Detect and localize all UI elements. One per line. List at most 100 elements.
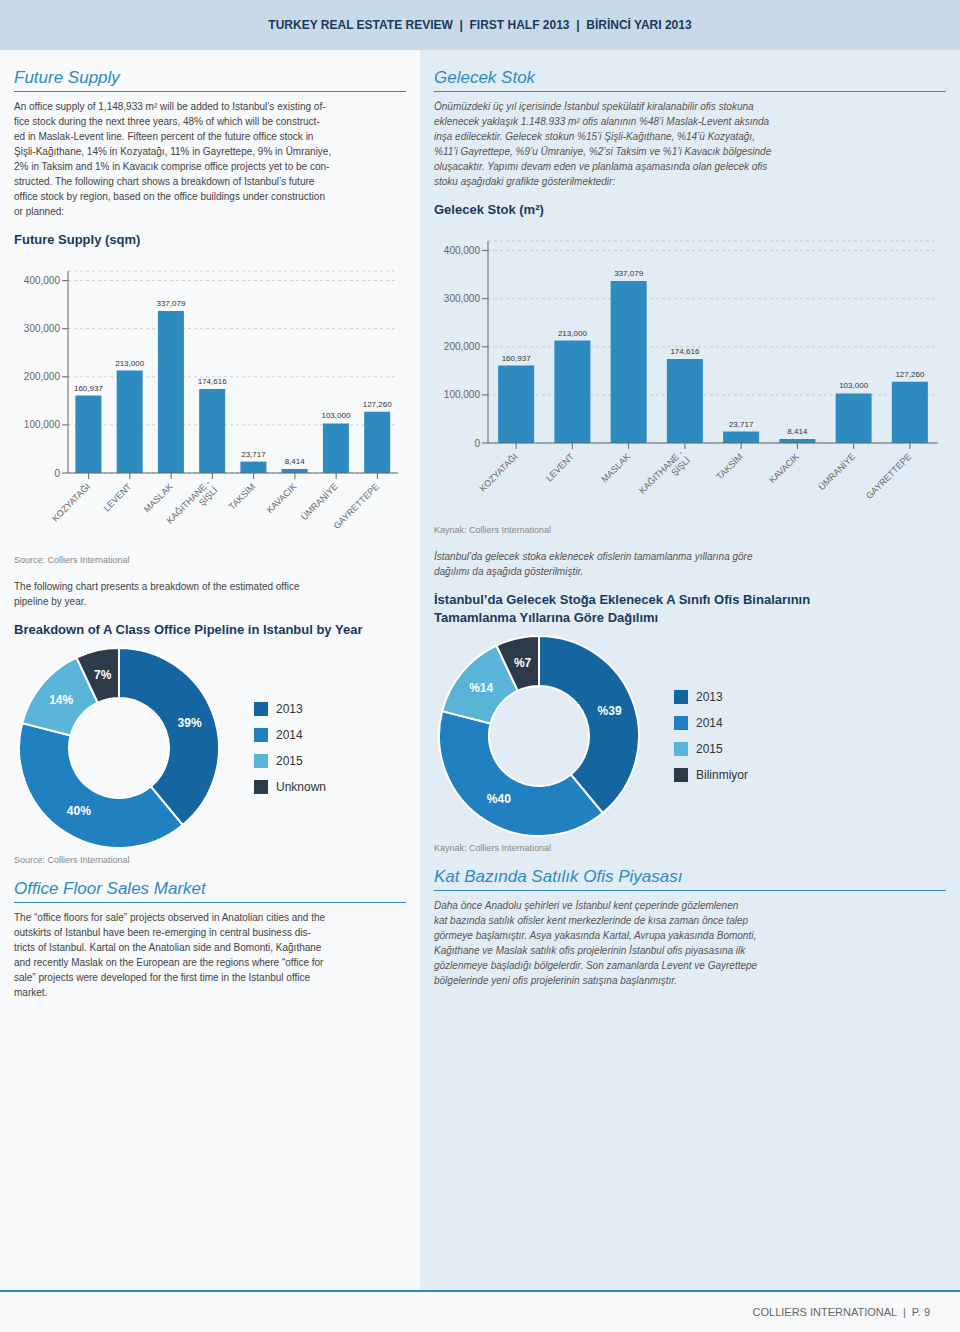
html-text:kat bazında satılık ofisler ke: kat bazında satılık ofisler kent merkezl…: [434, 915, 749, 926]
svg-text:KAVACIK: KAVACIK: [265, 481, 299, 515]
html-text:2013: 2013: [276, 702, 303, 716]
html-text:Future Supply (sqm): Future Supply (sqm): [14, 232, 141, 247]
svg-text:160,937: 160,937: [74, 384, 103, 393]
svg-text:40%: 40%: [67, 804, 91, 818]
svg-text:MASLAK: MASLAK: [142, 481, 175, 514]
html-text:pipeline by year.: pipeline by year.: [14, 596, 87, 607]
svg-text:%7: %7: [514, 656, 532, 670]
html-text:fice stock during the next thr: fice stock during the next three years, …: [14, 116, 320, 127]
html-text:ed in Maslak-Levent line. Fift: ed in Maslak-Levent line. Fifteen percen…: [14, 131, 314, 142]
svg-text:MASLAK: MASLAK: [599, 451, 632, 484]
svg-text:0: 0: [474, 438, 480, 449]
html-text:gözlenmeye başladığı bölgelerd: gözlenmeye başladığı bölgelerdir. Son za…: [434, 960, 758, 971]
html-text:Future Supply: Future Supply: [14, 68, 120, 87]
svg-text:200,000: 200,000: [24, 371, 61, 382]
svg-text:23,717: 23,717: [729, 420, 754, 429]
svg-text:LEVENT: LEVENT: [544, 451, 576, 483]
html-text:market.: market.: [14, 987, 48, 998]
svg-text:127,260: 127,260: [895, 370, 924, 379]
svg-text:400,000: 400,000: [444, 245, 481, 256]
html-text:structed. The following chart: structed. The following chart shows a br…: [14, 176, 315, 187]
html-text:The “office floors for sale” p: The “office floors for sale” projects ob…: [14, 912, 326, 923]
html-text:Gelecek Stok (m²): Gelecek Stok (m²): [434, 202, 544, 217]
html-text:dağılımı da aşağıda gösterilmi: dağılımı da aşağıda gösterilmiştir.: [434, 566, 584, 577]
html-text:2014: 2014: [696, 716, 723, 730]
svg-text:%40: %40: [487, 792, 511, 806]
html-text:Source: Colliers International: Source: Colliers International: [14, 555, 130, 565]
html-text:%11’i Gayrettepe, %9’u Ümraniy: %11’i Gayrettepe, %9’u Ümraniye, %2’si T…: [434, 146, 772, 157]
svg-text:ÜMRANİYE: ÜMRANİYE: [299, 481, 340, 522]
svg-text:174,616: 174,616: [670, 347, 699, 356]
html-text:COLLIERS INTERNATIONAL | P. 9: COLLIERS INTERNATIONAL | P. 9: [752, 1306, 930, 1318]
html-text:bölgelerinde yeni ofis projele: bölgelerinde yeni ofis projelerinin satı…: [434, 975, 678, 986]
svg-text:LEVENT: LEVENT: [102, 481, 134, 513]
svg-text:300,000: 300,000: [24, 323, 61, 334]
svg-text:337,079: 337,079: [156, 299, 185, 308]
svg-text:400,000: 400,000: [24, 275, 61, 286]
html-text:stoku aşağıdaki grafikte göste: stoku aşağıdaki grafikte gösterilmektedi…: [434, 176, 616, 187]
html-text:2013: 2013: [696, 690, 723, 704]
html-text:office stock by region, based: office stock by region, based on the off…: [14, 191, 325, 202]
svg-text:23,717: 23,717: [241, 450, 266, 459]
html-text:Source: Colliers International: Source: Colliers International: [14, 855, 130, 865]
html-text:Önümüzdeki üç yıl içerisinde İ: Önümüzdeki üç yıl içerisinde İstanbul sp…: [434, 101, 754, 112]
html-text:outskirts of Istanbul have bee: outskirts of Istanbul have been re-emerg…: [14, 927, 311, 938]
svg-text:KAĞITHANE -ŞİŞLİ: KAĞITHANE -ŞİŞLİ: [637, 448, 692, 503]
html-text:Şişli-Kağıthane, 14% in Kozyat: Şişli-Kağıthane, 14% in Kozyatağı, 11% i…: [14, 146, 332, 157]
html-text:Unknown: Unknown: [276, 780, 326, 794]
svg-text:200,000: 200,000: [444, 341, 481, 352]
html-text:2015: 2015: [696, 742, 723, 756]
svg-text:KOZYATAĞI: KOZYATAĞI: [50, 481, 92, 523]
svg-text:8,414: 8,414: [787, 427, 808, 436]
html-text:Office Floor Sales Market: Office Floor Sales Market: [14, 879, 206, 898]
svg-text:337,079: 337,079: [614, 269, 643, 278]
svg-text:300,000: 300,000: [444, 293, 481, 304]
svg-text:GAYRETTEPE: GAYRETTEPE: [864, 451, 913, 500]
svg-text:39%: 39%: [178, 716, 202, 730]
svg-text:103,000: 103,000: [839, 381, 868, 390]
html-text:Kat Bazında Satılık Ofis Piyas: Kat Bazında Satılık Ofis Piyasası: [434, 867, 683, 886]
html-text:oluşacaktır. Yapımı devam eden: oluşacaktır. Yapımı devam eden ve planla…: [434, 161, 768, 172]
html-text:The following chart presents a: The following chart presents a breakdown…: [14, 581, 300, 592]
html-text:or planned:: or planned:: [14, 206, 64, 217]
html-text:inşa edilecektir. Gelecek stok: inşa edilecektir. Gelecek stokun %15’i Ş…: [434, 131, 755, 142]
svg-text:160,937: 160,937: [502, 354, 531, 363]
html-text:Breakdown of A Class Office Pi: Breakdown of A Class Office Pipeline in …: [14, 622, 363, 637]
svg-text:GAYRETTEPE: GAYRETTEPE: [332, 481, 381, 530]
svg-text:213,000: 213,000: [115, 359, 144, 368]
html-text:tricts of Istanbul. Kartal on: tricts of Istanbul. Kartal on the Anatol…: [14, 942, 322, 953]
html-text:İstanbul’da Gelecek Stoğa Ekle: İstanbul’da Gelecek Stoğa Eklenecek A Sı…: [434, 592, 811, 625]
html-text:Daha önce Anadolu şehirleri ve: Daha önce Anadolu şehirleri ve İstanbul …: [434, 900, 739, 911]
svg-text:7%: 7%: [94, 668, 112, 682]
html-text:sale” projects were developed: sale” projects were developed for the fi…: [14, 972, 311, 983]
html-text:An office supply of 1,148,933: An office supply of 1,148,933 m² will be…: [14, 101, 326, 112]
html-text:Kağıthane ve Maslak satılık of: Kağıthane ve Maslak satılık ofis projele…: [434, 945, 746, 956]
html-text:Gelecek Stok: Gelecek Stok: [434, 68, 536, 87]
svg-text:TAKSİM: TAKSİM: [227, 481, 257, 511]
svg-text:213,000: 213,000: [558, 329, 587, 338]
html-text:Bilinmiyor: Bilinmiyor: [696, 768, 748, 782]
svg-text:KAĞITHANE -ŞİŞLİ: KAĞITHANE -ŞİŞLİ: [165, 478, 220, 533]
svg-text:127,260: 127,260: [363, 400, 392, 409]
svg-text:KOZYATAĞI: KOZYATAĞI: [478, 451, 520, 493]
html-text:görmeye başlamıştır. Asya yaka: görmeye başlamıştır. Asya yakasında Kart…: [434, 930, 757, 941]
svg-text:%39: %39: [598, 704, 622, 718]
svg-text:KAVACIK: KAVACIK: [767, 451, 801, 485]
svg-text:8,414: 8,414: [285, 457, 306, 466]
svg-text:14%: 14%: [49, 693, 73, 707]
html-text:TURKEY REAL ESTATE REVIEW | FI: TURKEY REAL ESTATE REVIEW | FIRST HALF 2…: [268, 18, 692, 32]
svg-text:100,000: 100,000: [24, 419, 61, 430]
html-text:İstanbul’da gelecek stoka ekle: İstanbul’da gelecek stoka eklenecek ofis…: [434, 551, 753, 562]
svg-text:103,000: 103,000: [321, 411, 350, 420]
svg-text:174,616: 174,616: [198, 377, 227, 386]
svg-text:TAKSİM: TAKSİM: [714, 451, 744, 481]
svg-text:100,000: 100,000: [444, 389, 481, 400]
svg-text:0: 0: [54, 468, 60, 479]
html-text:eklenecek yaklaşık 1.148.933 m: eklenecek yaklaşık 1.148.933 m² ofis ala…: [434, 116, 770, 127]
html-text:2% in Taksim and 1% in Kavacık: 2% in Taksim and 1% in Kavacık comprise …: [14, 161, 330, 172]
html-text:2014: 2014: [276, 728, 303, 742]
html-text:2015: 2015: [276, 754, 303, 768]
svg-text:ÜMRANİYE: ÜMRANİYE: [816, 451, 857, 492]
svg-text:%14: %14: [469, 681, 493, 695]
html-text:and recently Maslak on the Eur: and recently Maslak on the European are …: [14, 957, 324, 968]
